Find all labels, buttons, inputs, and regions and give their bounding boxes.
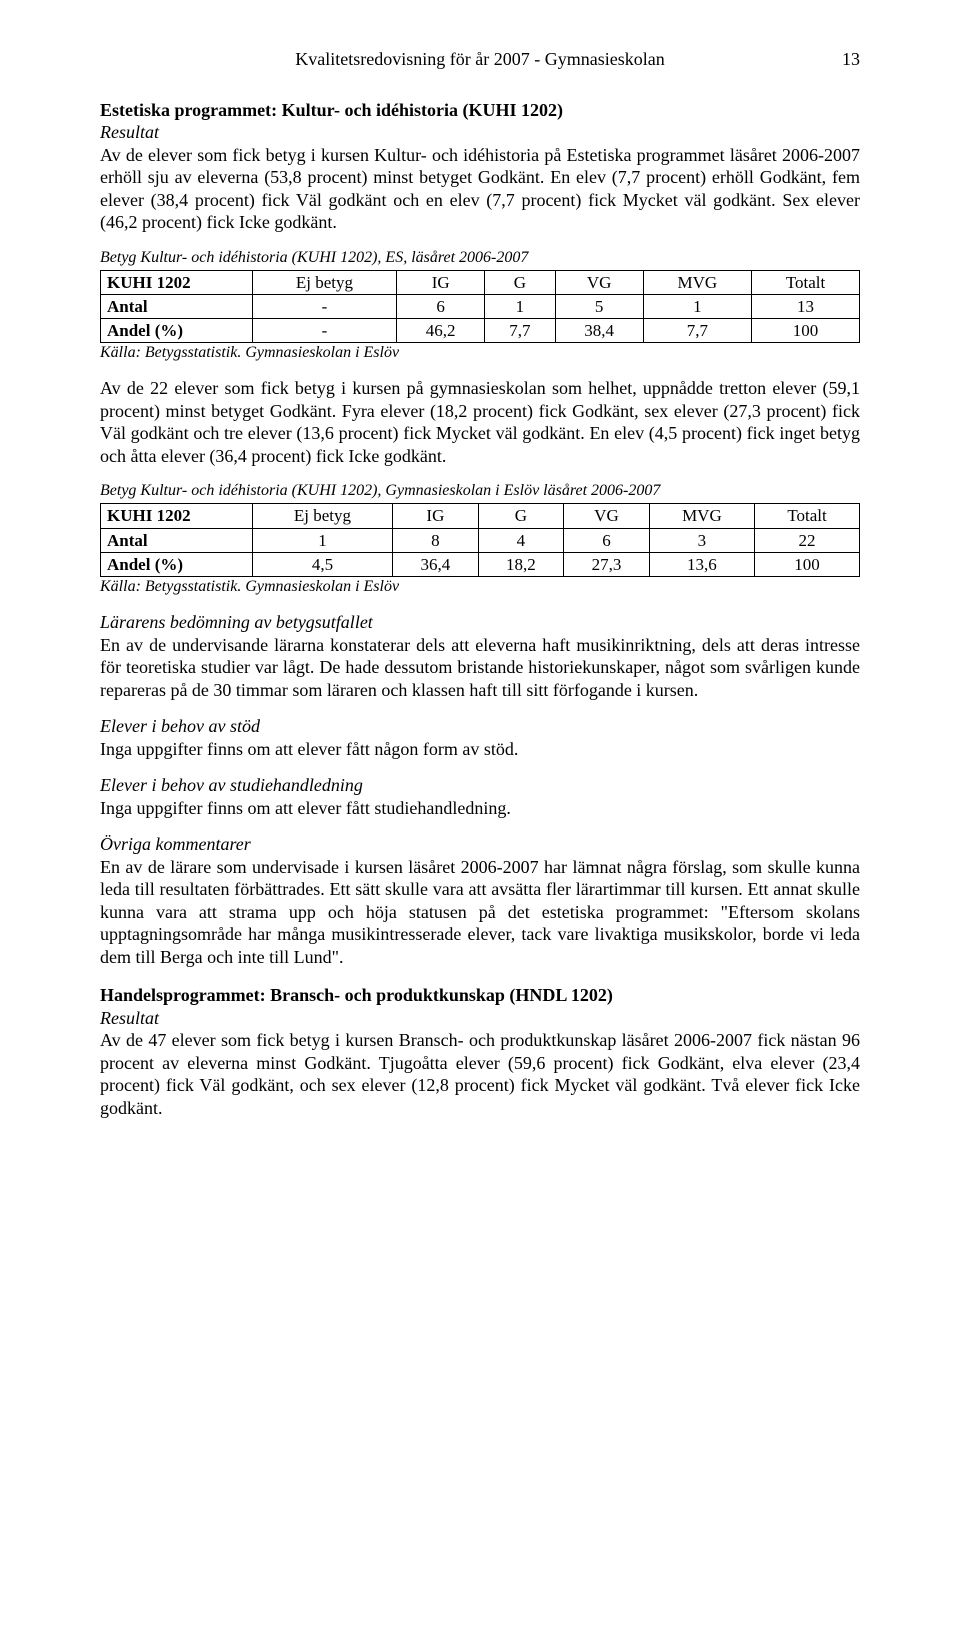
td: 4 [478, 528, 564, 552]
th: IG [393, 504, 479, 528]
td: 27,3 [564, 552, 650, 576]
td: 13 [752, 294, 860, 318]
th: KUHI 1202 [101, 270, 253, 294]
table1-source: Källa: Betygsstatistik. Gymnasieskolan i… [100, 343, 860, 363]
td: 100 [755, 552, 860, 576]
paragraph-s5: Inga uppgifter finns om att elever fått … [100, 797, 860, 820]
paragraph-s3: En av de undervisande lärarna konstatera… [100, 634, 860, 702]
table-row: Andel (%) - 46,2 7,7 38,4 7,7 100 [101, 319, 860, 343]
td: 5 [555, 294, 643, 318]
th: VG [564, 504, 650, 528]
td: 36,4 [393, 552, 479, 576]
paragraph-s1: Av de elever som fick betyg i kursen Kul… [100, 144, 860, 234]
subheading-resultat-2: Resultat [100, 1007, 860, 1030]
table-row: Antal 1 8 4 6 3 22 [101, 528, 860, 552]
paragraph-s4: Inga uppgifter finns om att elever fått … [100, 738, 860, 761]
th: MVG [643, 270, 751, 294]
td: 1 [485, 294, 556, 318]
th: G [478, 504, 564, 528]
subheading-stod: Elever i behov av stöd [100, 715, 860, 738]
table-kuhi-es: KUHI 1202 Ej betyg IG G VG MVG Totalt An… [100, 270, 860, 344]
td: 6 [564, 528, 650, 552]
td: 8 [393, 528, 479, 552]
td: Antal [101, 528, 253, 552]
th: VG [555, 270, 643, 294]
section-title-estetiska: Estetiska programmet: Kultur- och idéhis… [100, 99, 860, 122]
header-title: Kvalitetsredovisning för år 2007 - Gymna… [295, 49, 664, 69]
paragraph-s7: Av de 47 elever som fick betyg i kursen … [100, 1029, 860, 1119]
td: 1 [252, 528, 392, 552]
subheading-lararens: Lärarens bedömning av betygsutfallet [100, 611, 860, 634]
th: G [485, 270, 556, 294]
td: 13,6 [649, 552, 754, 576]
td: 22 [755, 528, 860, 552]
subheading-ovriga: Övriga kommentarer [100, 833, 860, 856]
th: IG [397, 270, 485, 294]
th: Totalt [755, 504, 860, 528]
td: 7,7 [643, 319, 751, 343]
td: 3 [649, 528, 754, 552]
td: - [252, 294, 396, 318]
td: Andel (%) [101, 319, 253, 343]
subheading-resultat-1: Resultat [100, 121, 860, 144]
table-kuhi-eslov: KUHI 1202 Ej betyg IG G VG MVG Totalt An… [100, 503, 860, 577]
th: Totalt [752, 270, 860, 294]
table-row: Antal - 6 1 5 1 13 [101, 294, 860, 318]
td: 4,5 [252, 552, 392, 576]
table-row: Andel (%) 4,5 36,4 18,2 27,3 13,6 100 [101, 552, 860, 576]
td: 7,7 [485, 319, 556, 343]
td: 38,4 [555, 319, 643, 343]
table-row: KUHI 1202 Ej betyg IG G VG MVG Totalt [101, 270, 860, 294]
paragraph-s6: En av de lärare som undervisade i kursen… [100, 856, 860, 969]
td: 1 [643, 294, 751, 318]
table-row: KUHI 1202 Ej betyg IG G VG MVG Totalt [101, 504, 860, 528]
th: Ej betyg [252, 504, 392, 528]
table2-source: Källa: Betygsstatistik. Gymnasieskolan i… [100, 577, 860, 597]
td: 46,2 [397, 319, 485, 343]
td: 18,2 [478, 552, 564, 576]
section-title-handels: Handelsprogrammet: Bransch- och produktk… [100, 984, 860, 1007]
table1-caption: Betyg Kultur- och idéhistoria (KUHI 1202… [100, 248, 860, 268]
td: - [252, 319, 396, 343]
td: Andel (%) [101, 552, 253, 576]
td: 6 [397, 294, 485, 318]
table2-caption: Betyg Kultur- och idéhistoria (KUHI 1202… [100, 481, 860, 501]
paragraph-s2: Av de 22 elever som fick betyg i kursen … [100, 377, 860, 467]
th: KUHI 1202 [101, 504, 253, 528]
th: Ej betyg [252, 270, 396, 294]
th: MVG [649, 504, 754, 528]
page-number: 13 [842, 48, 860, 71]
page-header: Kvalitetsredovisning för år 2007 - Gymna… [100, 48, 860, 71]
subheading-studiehandledning: Elever i behov av studiehandledning [100, 774, 860, 797]
td: 100 [752, 319, 860, 343]
td: Antal [101, 294, 253, 318]
